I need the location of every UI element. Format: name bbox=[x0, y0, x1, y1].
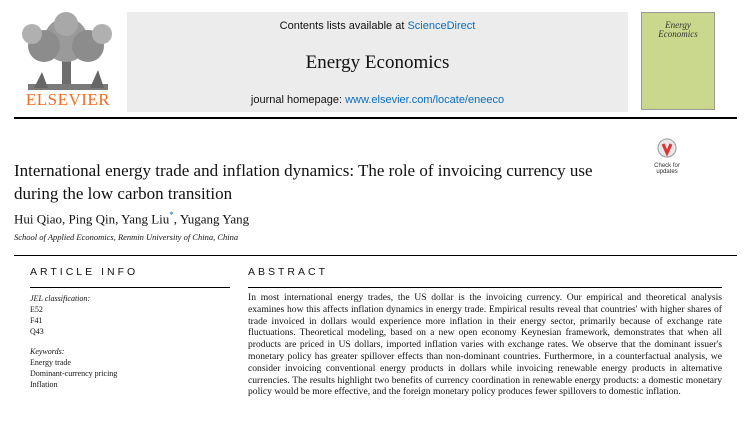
jel-list: E52 F41 Q43 bbox=[30, 304, 44, 337]
journal-box bbox=[127, 12, 628, 112]
elsevier-tree bbox=[22, 12, 112, 90]
keywords-list: Energy trade Dominant-currency pricing Inf… bbox=[30, 357, 117, 390]
check-updates-badge[interactable]: Check for updates bbox=[648, 138, 686, 180]
author-names: Hui Qiao, Ping Qin, Yang Liu bbox=[14, 211, 170, 227]
journal-name: Energy Economics bbox=[305, 52, 450, 73]
contents-line: Contents lists available at ScienceDirec… bbox=[127, 20, 628, 32]
article-title: International energy trade and inflation… bbox=[14, 161, 593, 203]
homepage-line: journal homepage: www.elsevier.com/locat… bbox=[127, 94, 628, 106]
abstract-rule bbox=[248, 287, 722, 288]
authors: Hui Qiao, Ping Qin, Yang Liu*, Yugang Ya… bbox=[14, 210, 249, 227]
author-names: , Yugang Yang bbox=[173, 211, 250, 227]
keyword: Energy trade bbox=[30, 358, 71, 367]
abstract-heading: ABSTRACT bbox=[248, 266, 329, 278]
affiliation: School of Applied Economics, Renmin Univ… bbox=[14, 232, 239, 242]
keyword: Inflation bbox=[30, 380, 58, 389]
cover-title: Energy Economics bbox=[658, 20, 698, 39]
contents-prefix: Contents lists available at bbox=[279, 20, 408, 32]
homepage-link[interactable]: www.elsevier.com/locate/eneeco bbox=[345, 94, 505, 106]
jel-code: Q43 bbox=[30, 327, 44, 336]
header-rule bbox=[14, 117, 737, 119]
section-rule bbox=[14, 255, 737, 256]
check-updates-icon bbox=[657, 138, 677, 158]
jel-code: F41 bbox=[30, 316, 43, 325]
keywords-label: Keywords: bbox=[30, 347, 65, 356]
publisher-name: ELSEVIER bbox=[25, 90, 111, 109]
journal-cover: Energy Economics bbox=[641, 12, 715, 110]
info-rule bbox=[30, 287, 230, 288]
homepage-prefix: journal homepage: bbox=[250, 94, 346, 106]
jel-code: E52 bbox=[30, 305, 43, 314]
sciencedirect-link[interactable]: ScienceDirect bbox=[407, 20, 476, 32]
corresponding-mark[interactable]: * bbox=[169, 210, 174, 220]
article-info-heading: ARTICLE INFO bbox=[30, 266, 139, 278]
abstract-text: In most international energy trades, the… bbox=[248, 292, 722, 398]
keyword: Dominant-currency pricing bbox=[30, 369, 118, 378]
check-updates-text: Check for updates bbox=[654, 163, 680, 175]
jel-label: JEL classification: bbox=[30, 294, 91, 303]
